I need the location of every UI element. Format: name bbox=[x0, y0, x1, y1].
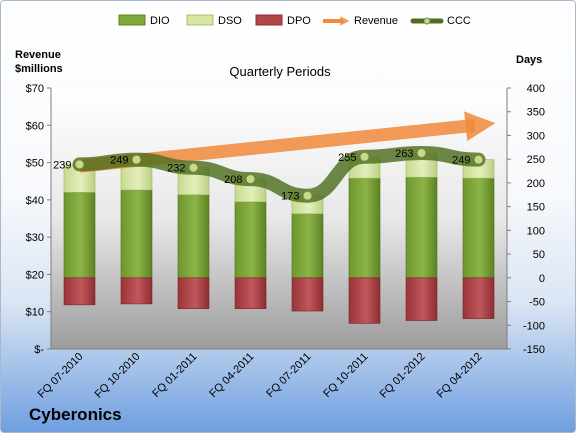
dio-bar bbox=[63, 192, 96, 279]
x-tick-label: FQ 10-2010 bbox=[93, 351, 143, 401]
left-tick-label: $10 bbox=[26, 307, 44, 319]
left-tick-label: $- bbox=[34, 344, 44, 356]
x-tick-label: FQ 07-2011 bbox=[264, 351, 313, 400]
legend-label-dso: DSO bbox=[218, 15, 242, 27]
x-tick-label: FQ 10-2011 bbox=[321, 351, 370, 400]
legend: DIO DSO DPO Revenue CCC bbox=[118, 14, 471, 27]
dio-bar bbox=[120, 189, 153, 279]
ccc-point bbox=[473, 154, 484, 165]
dpo-bar bbox=[405, 277, 438, 321]
right-tick-label: 50 bbox=[533, 249, 545, 261]
right-tick-label: 100 bbox=[527, 225, 545, 237]
ccc-data-label: 249 bbox=[110, 155, 128, 167]
left-axis-title-line1: Revenue bbox=[15, 49, 61, 61]
right-tick-label: 300 bbox=[527, 130, 545, 142]
dio-bar bbox=[348, 177, 381, 279]
x-tick-label: FQ 04-2012 bbox=[435, 351, 485, 401]
right-tick-label: -150 bbox=[523, 344, 545, 356]
legend-swatch-dso bbox=[186, 14, 214, 26]
left-tick-label: $20 bbox=[26, 269, 44, 281]
ccc-data-label: 263 bbox=[395, 148, 413, 160]
company-name: Cyberonics bbox=[29, 405, 122, 424]
legend-label-dio: DIO bbox=[150, 15, 170, 27]
dpo-bar bbox=[120, 277, 153, 305]
right-axis-ticks: -150 -100 -50 0 50 100 150 200 250 300 350 400 bbox=[507, 83, 545, 356]
x-tick-label: FQ 01-2011 bbox=[150, 351, 199, 400]
dpo-bar bbox=[462, 277, 495, 319]
dio-bar bbox=[405, 176, 438, 279]
left-axis-title-line2: $millions bbox=[15, 63, 63, 75]
right-tick-label: 0 bbox=[539, 273, 545, 285]
dpo-bar bbox=[348, 277, 381, 324]
x-tick-label: FQ 07-2010 bbox=[36, 351, 86, 401]
ccc-line bbox=[72, 146, 486, 203]
ccc-data-label: 239 bbox=[53, 159, 71, 171]
left-tick-label: $50 bbox=[26, 158, 44, 170]
ccc-data-label: 232 bbox=[167, 163, 185, 175]
legend-label-dpo: DPO bbox=[287, 15, 311, 27]
left-tick-label: $60 bbox=[26, 120, 44, 132]
right-tick-label: 150 bbox=[527, 202, 545, 214]
ccc-point bbox=[302, 190, 313, 201]
x-tick-label: FQ 04-2011 bbox=[207, 351, 256, 400]
right-tick-label: 250 bbox=[527, 154, 545, 166]
right-tick-label: 200 bbox=[527, 178, 545, 190]
ccc-data-label: 208 bbox=[224, 174, 242, 186]
dio-bar bbox=[234, 201, 267, 279]
legend-marker-ccc bbox=[423, 17, 431, 25]
dpo-bar bbox=[177, 277, 210, 309]
dpo-bar bbox=[234, 277, 267, 309]
ccc-point bbox=[359, 151, 370, 162]
ccc-data-label: 173 bbox=[281, 191, 299, 203]
x-tick-label: FQ 01-2012 bbox=[378, 351, 428, 401]
dpo-bar bbox=[291, 277, 324, 312]
right-tick-label: 350 bbox=[527, 107, 545, 119]
left-axis-ticks: $- $10 $20 $30 $40 $50 $60 $70 bbox=[26, 83, 51, 356]
ccc-data-label: 255 bbox=[338, 152, 356, 164]
ccc-series: 239 249 232 208 173 255 263 249 bbox=[53, 146, 486, 203]
ccc-data-label: 249 bbox=[452, 155, 470, 167]
legend-label-ccc: CCC bbox=[447, 15, 471, 27]
right-tick-label: 400 bbox=[527, 83, 545, 95]
right-axis-title: Days bbox=[516, 54, 542, 66]
ccc-point bbox=[131, 154, 142, 165]
ccc-point bbox=[416, 148, 427, 159]
ccc-point bbox=[245, 174, 256, 185]
ccc-point bbox=[74, 159, 85, 170]
dio-bar bbox=[177, 194, 210, 279]
right-tick-label: -100 bbox=[523, 320, 545, 332]
dio-bar bbox=[291, 213, 324, 279]
ccc-point bbox=[188, 162, 199, 173]
right-tick-label: -50 bbox=[529, 297, 545, 309]
chart-title: Quarterly Periods bbox=[229, 64, 331, 79]
legend-label-revenue: Revenue bbox=[354, 15, 398, 27]
left-tick-label: $30 bbox=[26, 232, 44, 244]
x-axis-labels: FQ 07-2010 FQ 10-2010 FQ 01-2011 FQ 04-2011… bbox=[36, 351, 485, 401]
legend-swatch-dpo bbox=[255, 14, 283, 26]
left-tick-label: $70 bbox=[26, 83, 44, 95]
dio-bar bbox=[462, 177, 495, 279]
legend-swatch-dio bbox=[118, 14, 146, 26]
dpo-bar bbox=[63, 277, 96, 306]
left-tick-label: $40 bbox=[26, 195, 44, 207]
